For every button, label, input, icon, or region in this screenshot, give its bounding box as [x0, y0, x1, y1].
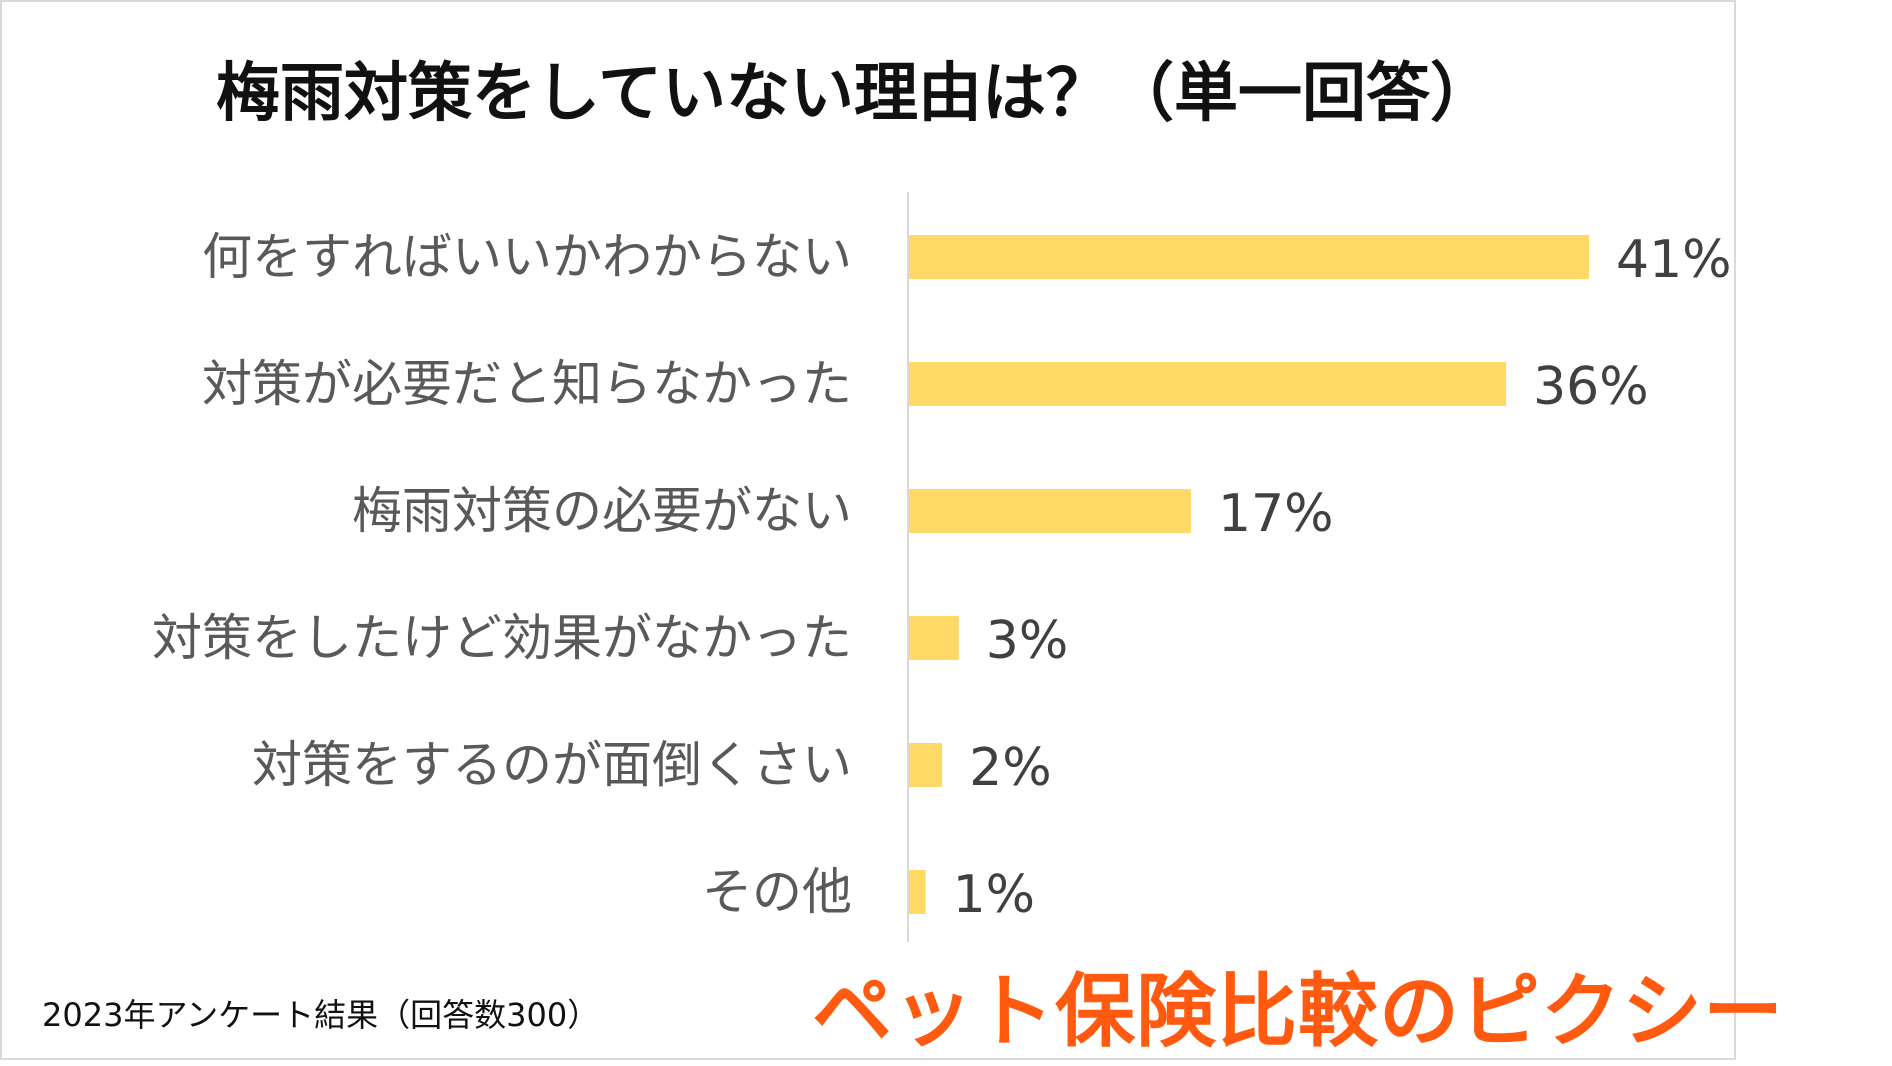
- data-label: 3%: [986, 611, 1069, 671]
- data-label: 36%: [1533, 357, 1649, 417]
- category-label: 対策をしたけど効果がなかった: [152, 609, 852, 667]
- bar: [909, 743, 943, 787]
- data-label: 17%: [1218, 484, 1334, 544]
- data-label: 2%: [969, 738, 1051, 798]
- bar: [909, 870, 926, 914]
- slide-frame: 梅雨対策をしていない理由は？（単一回答） 何をすればいいかわからない 41% 対策が…: [0, 0, 1784, 1060]
- category-label: その他: [702, 863, 852, 921]
- chart-title: 梅雨対策をしていない理由は？（単一回答）: [215, 57, 1495, 131]
- brand-logo: ペット保険比較のピクシー: [812, 965, 1784, 1058]
- category-label: 対策をするのが面倒くさい: [252, 736, 852, 794]
- survey-footnote: 2023年アンケート結果（回答数300）: [42, 996, 600, 1034]
- data-label: 1%: [953, 865, 1036, 925]
- category-label: 梅雨対策の必要がない: [352, 482, 852, 540]
- data-label: 41%: [1616, 230, 1732, 290]
- category-label: 対策が必要だと知らなかった: [202, 355, 852, 413]
- bar: [909, 362, 1507, 406]
- bar-chart: 何をすればいいかわからない 41% 対策が必要だと知らなかった 36% 梅雨対策の必要が…: [152, 192, 1732, 942]
- bar: [909, 489, 1191, 533]
- bar: [909, 235, 1589, 279]
- bar: [909, 616, 959, 660]
- category-label: 何をすればいいかわからない: [202, 228, 852, 286]
